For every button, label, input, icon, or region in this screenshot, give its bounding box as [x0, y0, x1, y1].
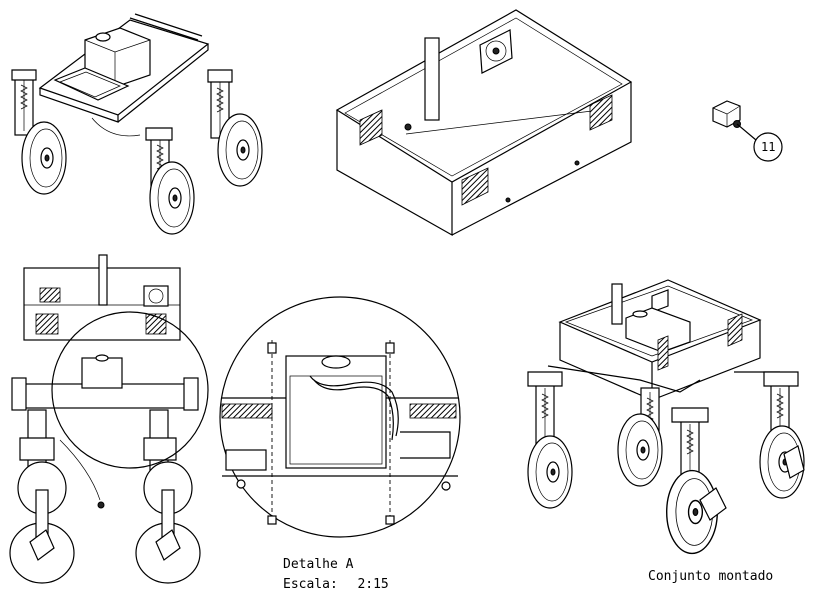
callout-balloon: [753, 132, 783, 162]
detail-title: Detalhe A: [283, 557, 354, 572]
front-view: [9, 254, 209, 584]
detail-scale: Escala: 2:15: [283, 573, 389, 592]
callout-number: 11: [761, 140, 776, 154]
enclosure-box-view: [335, 9, 633, 237]
scale-value: 2:15: [357, 577, 389, 592]
part-nut: [712, 100, 783, 162]
chassis-isometric-view: [11, 13, 263, 235]
detail-a-view: [219, 296, 461, 538]
assembly-caption: Conjunto montado: [648, 569, 774, 584]
scale-label: Escala:: [283, 577, 338, 592]
assembled-view: [527, 279, 805, 555]
